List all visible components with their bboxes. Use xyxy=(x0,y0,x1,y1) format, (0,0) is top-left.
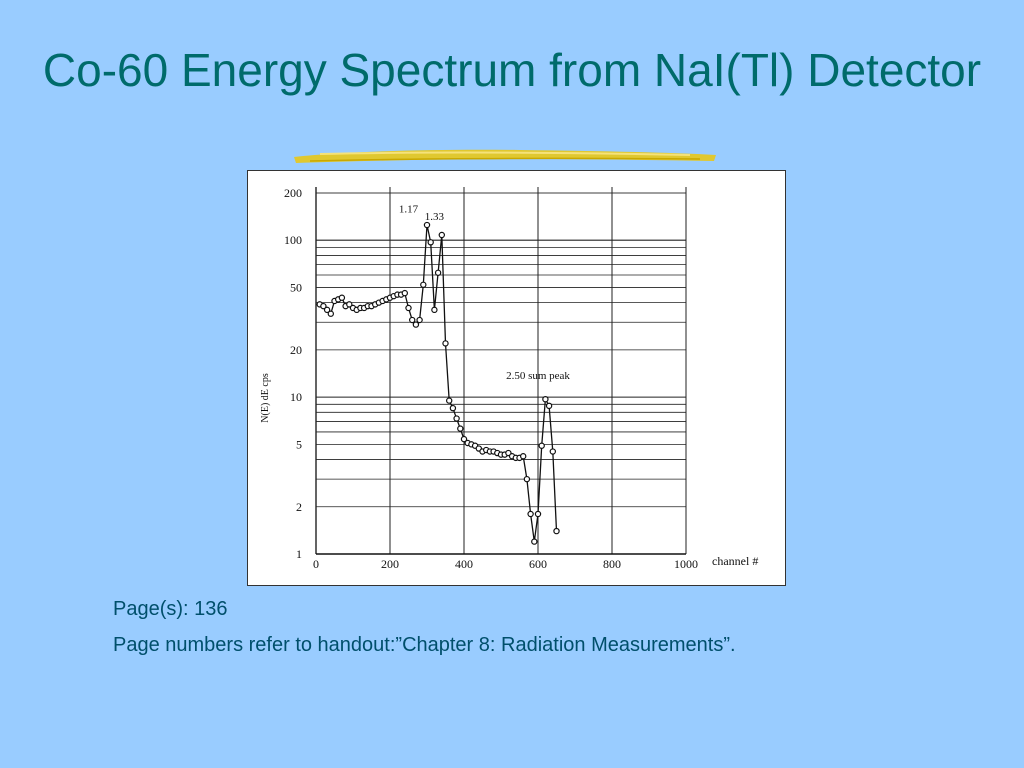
data-point xyxy=(449,404,457,412)
data-point xyxy=(534,510,542,518)
y-tick-label: 2 xyxy=(296,500,302,514)
data-point xyxy=(542,395,549,403)
y-tick-label: 50 xyxy=(290,280,302,294)
y-tick-label: 5 xyxy=(296,437,302,451)
data-point xyxy=(523,475,531,483)
data-point xyxy=(445,397,453,404)
spectrum-figure: channel # N(E) dE cps 0 200 400 600 800 1000 1… xyxy=(247,170,786,586)
x-tick-label: 800 xyxy=(603,557,621,571)
data-point xyxy=(549,448,556,455)
chart-grid xyxy=(315,187,687,555)
y-tick-label: 10 xyxy=(290,390,302,404)
chart-annotations: 1.17 1.33 2.50 sum peak xyxy=(399,204,571,383)
data-point xyxy=(401,289,408,297)
data-point xyxy=(423,221,431,229)
data-point xyxy=(442,340,449,347)
chart-axes: channel # N(E) dE cps 0 200 400 600 800 1000 1… xyxy=(260,186,758,571)
x-tick-label: 1000 xyxy=(674,557,698,571)
y-tick-label: 100 xyxy=(284,233,302,247)
peak-annotation: 2.50 sum peak xyxy=(506,370,570,382)
data-point xyxy=(434,269,442,276)
y-tick-label: 20 xyxy=(290,343,302,357)
data-point xyxy=(320,302,327,310)
data-point xyxy=(453,415,460,422)
x-tick-label: 0 xyxy=(313,557,319,571)
x-axis-label: channel # xyxy=(712,554,758,568)
data-point xyxy=(416,316,423,324)
chart-series xyxy=(316,221,560,545)
data-point xyxy=(520,453,527,460)
spectrum-chart: channel # N(E) dE cps 0 200 400 600 800 1000 1… xyxy=(260,186,758,571)
handout-note: Page numbers refer to handout:”Chapter 8… xyxy=(113,634,736,656)
data-point xyxy=(327,310,335,317)
data-point xyxy=(431,306,438,314)
title-underline-brushstroke xyxy=(294,149,716,163)
peak-annotation: 1.33 xyxy=(425,211,445,223)
data-point xyxy=(460,435,468,443)
data-point xyxy=(338,294,346,301)
data-point xyxy=(545,402,553,410)
data-point xyxy=(408,316,416,324)
peak-annotation: 1.17 xyxy=(399,204,419,216)
data-point xyxy=(553,527,560,535)
y-axis-label: N(E) dE cps xyxy=(260,373,271,423)
x-tick-label: 200 xyxy=(381,557,399,571)
data-point xyxy=(457,425,464,432)
y-tick-label: 200 xyxy=(284,186,302,200)
data-point xyxy=(427,239,434,246)
x-tick-label: 600 xyxy=(529,557,547,571)
x-tick-label: 400 xyxy=(455,557,473,571)
data-point xyxy=(420,281,427,288)
data-point xyxy=(527,510,534,518)
data-point xyxy=(323,306,331,314)
data-point xyxy=(346,301,353,308)
data-point xyxy=(538,442,545,449)
y-tick-label: 1 xyxy=(296,547,302,561)
slide-title: Co-60 Energy Spectrum from NaI(Tl) Detec… xyxy=(42,44,982,96)
data-point xyxy=(531,538,538,545)
data-point xyxy=(412,321,420,328)
pages-reference: Page(s): 136 xyxy=(113,598,228,620)
data-point xyxy=(438,231,445,239)
data-point xyxy=(405,304,412,312)
